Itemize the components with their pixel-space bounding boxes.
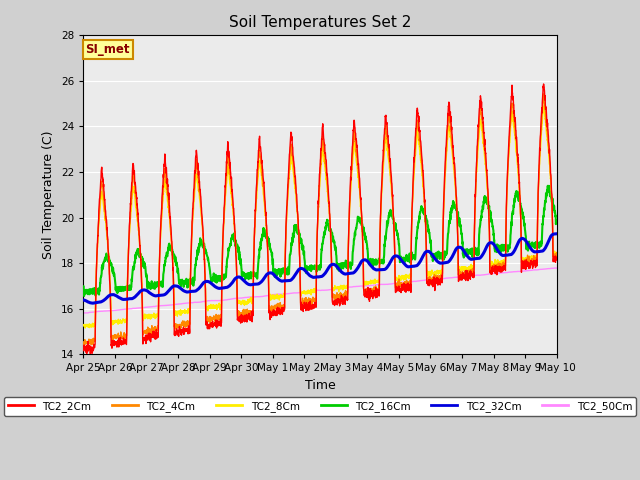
TC2_4Cm	[79, 339, 87, 345]
TC2_4Cm	[553, 250, 561, 255]
Legend: TC2_2Cm, TC2_4Cm, TC2_8Cm, TC2_16Cm, TC2_32Cm, TC2_50Cm: TC2_2Cm, TC2_4Cm, TC2_8Cm, TC2_16Cm, TC2…	[4, 396, 636, 416]
TC2_50Cm	[79, 310, 87, 316]
TC2_4Cm	[524, 258, 532, 264]
TC2_2Cm	[540, 81, 547, 87]
TC2_50Cm	[524, 268, 532, 274]
Line: TC2_4Cm: TC2_4Cm	[83, 94, 557, 345]
TC2_8Cm	[333, 286, 341, 291]
TC2_4Cm	[511, 127, 519, 133]
TC2_50Cm	[344, 285, 351, 290]
TC2_50Cm	[511, 269, 519, 275]
TC2_50Cm	[458, 274, 465, 280]
Line: TC2_32Cm: TC2_32Cm	[83, 234, 557, 303]
TC2_4Cm	[333, 294, 341, 300]
TC2_4Cm	[80, 342, 88, 348]
TC2_50Cm	[333, 286, 341, 292]
TC2_2Cm	[458, 271, 465, 277]
TC2_32Cm	[79, 297, 87, 303]
TC2_16Cm	[458, 229, 465, 235]
TC2_32Cm	[458, 245, 465, 251]
TC2_4Cm	[212, 318, 220, 324]
TC2_8Cm	[79, 322, 87, 328]
X-axis label: Time: Time	[305, 379, 335, 392]
TC2_16Cm	[511, 193, 519, 199]
TC2_16Cm	[80, 293, 88, 299]
TC2_2Cm	[333, 302, 341, 308]
TC2_4Cm	[540, 91, 547, 97]
TC2_32Cm	[553, 231, 561, 237]
TC2_2Cm	[553, 257, 561, 263]
TC2_16Cm	[544, 183, 552, 189]
TC2_8Cm	[458, 268, 465, 274]
TC2_2Cm	[86, 351, 94, 357]
TC2_32Cm	[344, 271, 351, 276]
TC2_50Cm	[550, 265, 558, 271]
Line: TC2_50Cm: TC2_50Cm	[83, 268, 557, 313]
TC2_50Cm	[212, 298, 220, 303]
TC2_16Cm	[344, 261, 351, 267]
TC2_8Cm	[524, 257, 532, 263]
TC2_50Cm	[81, 310, 88, 316]
TC2_32Cm	[212, 284, 220, 290]
TC2_8Cm	[81, 325, 89, 331]
TC2_4Cm	[458, 274, 465, 279]
TC2_8Cm	[540, 103, 547, 109]
TC2_2Cm	[79, 347, 87, 353]
TC2_8Cm	[212, 304, 220, 310]
Line: TC2_16Cm: TC2_16Cm	[83, 186, 557, 296]
Title: Soil Temperatures Set 2: Soil Temperatures Set 2	[229, 15, 411, 30]
TC2_4Cm	[344, 291, 351, 297]
Line: TC2_8Cm: TC2_8Cm	[83, 106, 557, 328]
Y-axis label: Soil Temperature (C): Soil Temperature (C)	[42, 131, 56, 259]
Line: TC2_2Cm: TC2_2Cm	[83, 84, 557, 354]
TC2_32Cm	[511, 247, 519, 252]
TC2_8Cm	[344, 282, 351, 288]
TC2_2Cm	[212, 319, 220, 325]
TC2_8Cm	[553, 252, 561, 258]
TC2_16Cm	[212, 276, 220, 282]
TC2_32Cm	[524, 242, 532, 248]
TC2_8Cm	[511, 136, 519, 142]
TC2_16Cm	[333, 266, 341, 272]
TC2_16Cm	[524, 244, 532, 250]
TC2_2Cm	[511, 119, 519, 124]
TC2_32Cm	[88, 300, 96, 306]
TC2_2Cm	[524, 260, 532, 266]
TC2_32Cm	[333, 264, 341, 270]
TC2_32Cm	[553, 231, 561, 237]
TC2_50Cm	[553, 265, 561, 271]
Text: SI_met: SI_met	[86, 43, 130, 56]
TC2_16Cm	[553, 219, 561, 225]
TC2_16Cm	[79, 283, 87, 289]
TC2_2Cm	[344, 296, 351, 302]
